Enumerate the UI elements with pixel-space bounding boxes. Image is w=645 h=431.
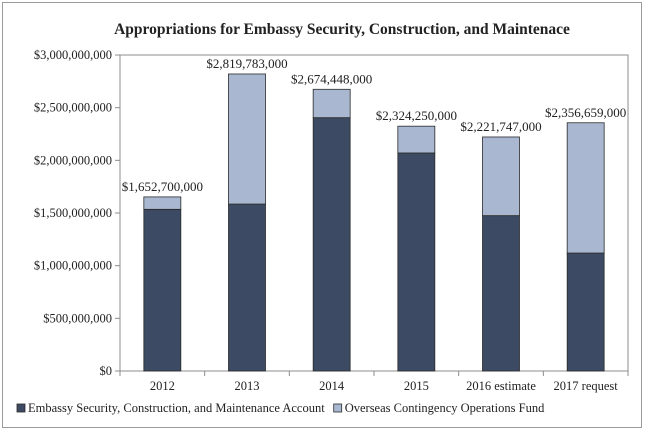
x-tick-label: 2014 xyxy=(319,379,345,393)
data-label: $2,221,747,000 xyxy=(460,119,541,134)
chart-title: Appropriations for Embassy Security, Con… xyxy=(114,21,570,38)
x-tick-label: 2017 request xyxy=(554,379,619,393)
y-tick-label: $2,000,000,000 xyxy=(34,153,112,167)
bar-oco-fund xyxy=(482,136,520,217)
y-tick-label: $1,000,000,000 xyxy=(34,259,112,273)
bar-embassy-account xyxy=(482,215,520,372)
data-label: $2,324,250,000 xyxy=(376,108,457,123)
legend: Embassy Security, Construction, and Main… xyxy=(16,401,545,415)
bar-oco-fund xyxy=(228,73,266,205)
bar-embassy-account xyxy=(397,152,436,372)
bar-oco-fund xyxy=(312,88,351,119)
legend-label-embassy-account: Embassy Security, Construction, and Main… xyxy=(28,401,325,415)
bar-embassy-account xyxy=(312,117,351,372)
bar-embassy-account xyxy=(143,208,182,372)
y-tick-label: $1,500,000,000 xyxy=(34,206,112,220)
plot-area: $0 $500,000,000 $1,000,000,000 $1,500,000,0… xyxy=(34,48,629,393)
data-label: $2,674,448,000 xyxy=(291,71,372,86)
data-label: $2,819,783,000 xyxy=(206,56,287,71)
x-tick-label: 2015 xyxy=(404,379,429,393)
y-tick-label: $3,000,000,000 xyxy=(34,48,112,62)
bar-oco-fund xyxy=(397,125,436,154)
x-tick-label: 2012 xyxy=(150,379,175,393)
legend-swatch-embassy-account xyxy=(16,403,26,413)
bar-oco-fund xyxy=(143,196,182,210)
y-tick-label: $0 xyxy=(100,364,113,378)
x-tick-label: 2016 estimate xyxy=(466,379,536,393)
y-tick-label: $2,500,000,000 xyxy=(34,101,112,115)
legend-swatch-oco-fund xyxy=(333,403,343,413)
plot-border xyxy=(119,54,629,372)
y-tick-label: $500,000,000 xyxy=(43,311,112,325)
legend-label-oco-fund: Overseas Contingency Operations Fund xyxy=(345,401,545,415)
data-label: $2,356,659,000 xyxy=(545,105,626,120)
bar-oco-fund xyxy=(566,122,605,254)
bar-embassy-account xyxy=(566,252,605,372)
data-label: $1,652,700,000 xyxy=(122,179,203,194)
bar-embassy-account xyxy=(228,203,266,372)
x-tick-label: 2013 xyxy=(235,379,260,393)
